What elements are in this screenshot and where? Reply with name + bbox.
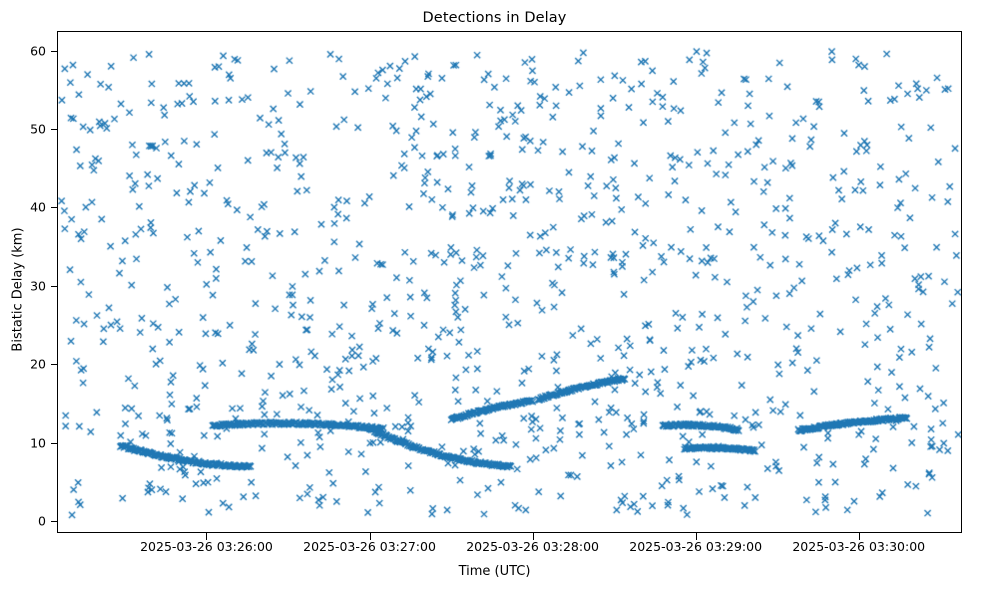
y-tick-label: 10: [30, 435, 46, 451]
x-tick-mark: [206, 533, 208, 540]
plot-axes: [57, 31, 962, 533]
x-tick-label: 2025-03-26 03:28:00: [466, 539, 599, 554]
y-tick-mark: [50, 207, 57, 209]
y-tick-mark: [50, 442, 57, 444]
x-tick-label: 2025-03-26 03:29:00: [629, 539, 763, 554]
x-tick-mark: [532, 533, 534, 540]
y-tick-mark: [50, 285, 57, 287]
x-tick-mark: [369, 533, 371, 540]
x-axis-label: Time (UTC): [458, 564, 531, 579]
y-tick-label: 40: [30, 199, 46, 215]
y-tick-label: 60: [30, 43, 46, 59]
y-axis-label: Bistatic Delay (km): [10, 227, 26, 352]
y-tick-label: 30: [30, 278, 46, 294]
x-tick-label: 2025-03-26 03:27:00: [303, 539, 436, 554]
y-tick-mark: [50, 521, 57, 523]
y-tick-label: 0: [38, 513, 46, 529]
y-tick-mark: [50, 50, 57, 52]
chart-title: Detections in Delay: [422, 10, 567, 26]
scatter-plot-canvas: [58, 32, 961, 532]
x-tick-label: 2025-03-26 03:26:00: [140, 539, 273, 554]
y-tick-mark: [50, 129, 57, 131]
x-tick-label: 2025-03-26 03:30:00: [792, 539, 926, 554]
y-tick-label: 20: [30, 356, 46, 372]
x-tick-mark: [695, 533, 697, 540]
y-tick-label: 50: [30, 121, 46, 137]
x-tick-mark: [858, 533, 860, 540]
y-tick-mark: [50, 364, 57, 366]
y-axis-tick-labels: 0 10 20 30 40 50 60: [0, 0, 46, 590]
